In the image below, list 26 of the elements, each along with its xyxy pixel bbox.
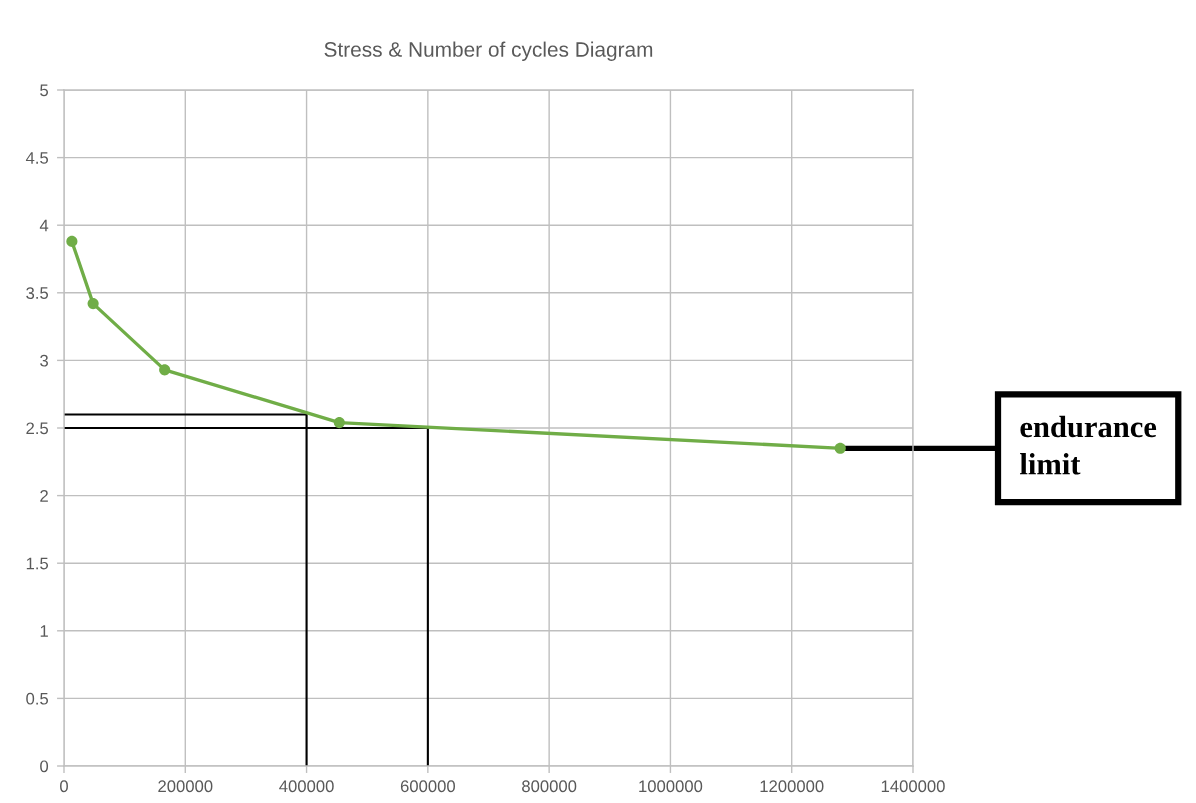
x-tick-label: 1000000: [639, 780, 703, 793]
x-tick-label: 1200000: [760, 780, 824, 793]
x-tick-label: 200000: [158, 780, 213, 793]
y-tick-label: 5: [40, 84, 49, 97]
y-tick-label: 0.5: [26, 692, 49, 705]
x-tick-label: 0: [60, 780, 68, 793]
y-tick-label: 4: [39, 219, 49, 232]
y-tick-label: 2: [40, 490, 48, 502]
chart-title: Stress & Number of cycles Diagram: [324, 41, 653, 61]
annotation: endurance limit: [1019, 415, 1157, 475]
y-tick-label: 3.5: [26, 287, 49, 299]
point: [834, 442, 846, 454]
y-tick-label: 1: [40, 625, 48, 637]
point: [159, 364, 171, 376]
y-tick-label: 0: [40, 760, 49, 773]
point: [66, 235, 78, 247]
point: [333, 417, 345, 429]
x-tick-label: 400000: [279, 780, 334, 793]
x-tick-label: 600000: [400, 780, 456, 793]
y-tick-label: 2.5: [26, 422, 49, 435]
y-tick-label: 4.5: [25, 152, 49, 164]
x-tick-label: 1400000: [881, 780, 945, 793]
y-tick-label: 3: [40, 354, 48, 367]
point: [87, 298, 99, 310]
y-tick-label: 1.5: [26, 557, 49, 570]
x-tick-label: 800000: [522, 780, 577, 793]
